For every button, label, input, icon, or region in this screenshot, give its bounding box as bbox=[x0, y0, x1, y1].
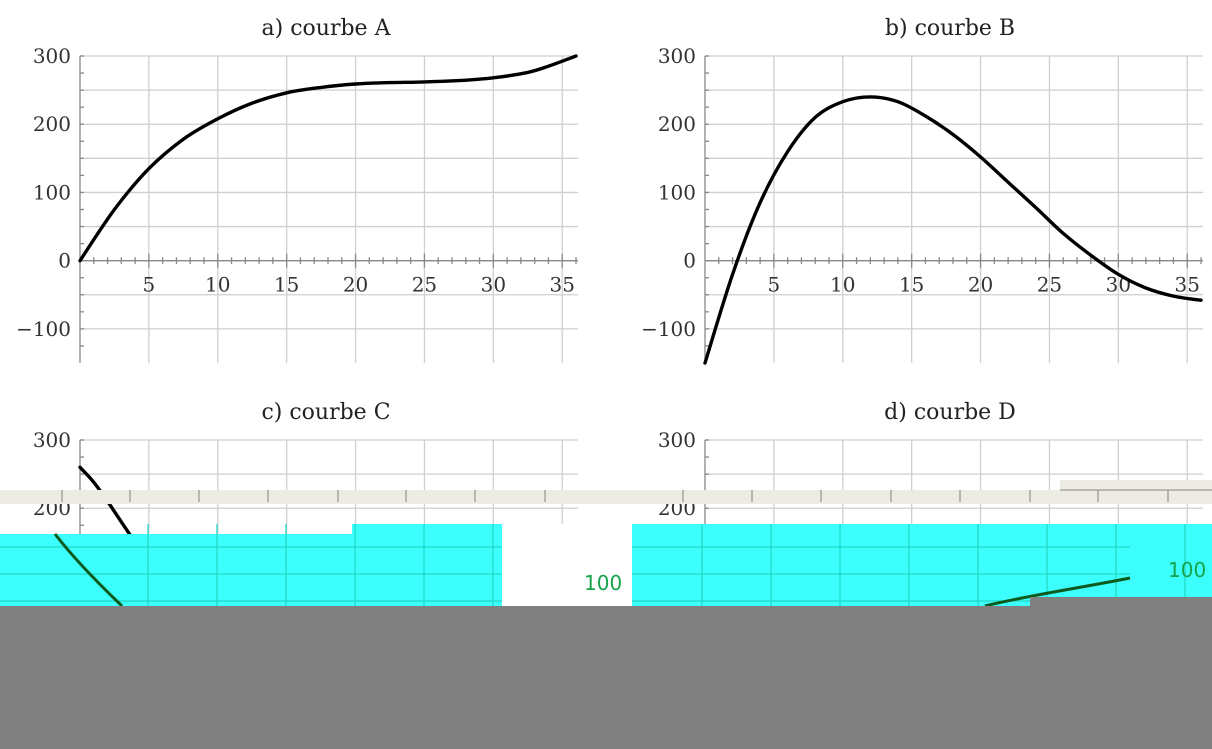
y-tick-label: 300 bbox=[33, 44, 71, 68]
y-tick-label: −100 bbox=[16, 317, 71, 341]
x-tick-label: 35 bbox=[549, 273, 574, 297]
image-overlay: 100 100 bbox=[0, 480, 1212, 749]
y-tick-label: 0 bbox=[683, 249, 696, 273]
overlay-band-right bbox=[1060, 480, 1212, 504]
overlay-band-ticks bbox=[61, 489, 1212, 502]
y-tick-label: 300 bbox=[658, 44, 696, 68]
curve-b bbox=[703, 95, 1203, 365]
x-tick-label: 30 bbox=[1106, 273, 1131, 297]
overlay-band bbox=[0, 490, 1212, 504]
panel-title-a: a) courbe A bbox=[262, 16, 392, 41]
panel-courbe-b: −100 0 100 200 300 5 10 15 20 25 30 35 bbox=[641, 44, 1203, 365]
curve-a bbox=[78, 54, 578, 263]
x-tick-label: 25 bbox=[1037, 273, 1062, 297]
x-tick-label: 20 bbox=[968, 273, 993, 297]
y-tick-label: 300 bbox=[33, 428, 71, 452]
x-tick-label: 15 bbox=[274, 273, 299, 297]
x-tick-label: 30 bbox=[481, 273, 506, 297]
y-tick-label: −100 bbox=[641, 317, 696, 341]
x-tick-label: 5 bbox=[143, 273, 156, 297]
panel-title-c: c) courbe C bbox=[261, 400, 390, 425]
overlay-label-left: 100 bbox=[584, 571, 622, 595]
y-tick-label: 200 bbox=[658, 112, 696, 136]
overlay-cyan-left bbox=[0, 534, 352, 606]
panel-title-b: b) courbe B bbox=[885, 16, 1015, 41]
overlay-cyan-right bbox=[632, 524, 1212, 606]
overlay-white-gap bbox=[502, 524, 632, 606]
x-tick-label: 15 bbox=[899, 273, 924, 297]
panel-courbe-a: −100 0 100 200 300 5 10 15 20 25 30 35 bbox=[16, 44, 578, 363]
x-tick-label: 10 bbox=[205, 273, 230, 297]
overlay-gray-block bbox=[0, 606, 1212, 749]
overlay-gray-notch bbox=[1030, 597, 1212, 607]
overlay-green-curve-left bbox=[53, 533, 124, 608]
overlay-cyan-mid-left bbox=[352, 524, 502, 606]
x-tick-label: 5 bbox=[768, 273, 781, 297]
y-tick-label: 300 bbox=[658, 428, 696, 452]
y-tick-label: 0 bbox=[58, 249, 71, 273]
y-tick-label: 200 bbox=[33, 112, 71, 136]
x-tick-label: 25 bbox=[412, 273, 437, 297]
overlay-green-curve-right bbox=[984, 576, 1131, 608]
x-tick-label: 20 bbox=[343, 273, 368, 297]
x-tick-label: 35 bbox=[1174, 273, 1199, 297]
overlay-label-right: 100 bbox=[1168, 558, 1206, 582]
panel-title-d: d) courbe D bbox=[884, 400, 1016, 425]
y-tick-label: 100 bbox=[658, 180, 696, 204]
x-tick-label: 10 bbox=[830, 273, 855, 297]
y-tick-label: 100 bbox=[33, 180, 71, 204]
curve-c bbox=[78, 465, 137, 544]
